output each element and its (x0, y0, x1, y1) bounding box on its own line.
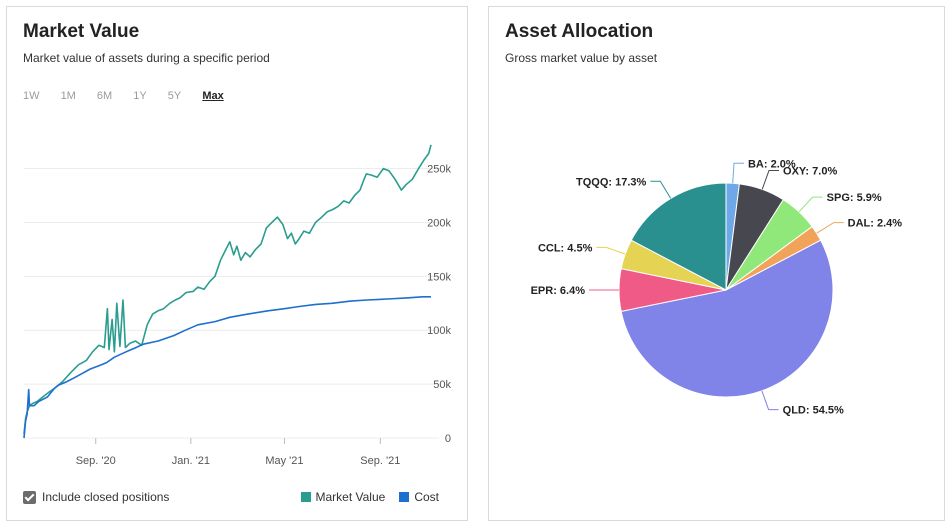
pie-label-tqqq: TQQQ: 17.3% (576, 176, 647, 188)
asset-allocation-subtitle: Gross market value by asset (505, 51, 658, 65)
y-tick-label: 100k (427, 325, 451, 337)
x-axis: Sep. '20 Jan. '21 May '21 Sep. '21 (76, 438, 400, 467)
range-1y[interactable]: 1Y (133, 90, 147, 102)
pie-label-ccl: CCL: 4.5% (538, 242, 593, 254)
asset-allocation-title: Asset Allocation (505, 21, 654, 42)
y-tick-label: 0 (445, 433, 451, 445)
pie-leader-qld (761, 390, 779, 411)
range-1w[interactable]: 1W (23, 90, 40, 102)
y-axis: 0 50k 100k 150k 200k 250k (427, 164, 451, 445)
asset-allocation-pie: BA: 2.0%OXY: 7.0% SPG: 5.9% DAL: 2.4% QLD: … (531, 158, 903, 416)
pie-label-epr: EPR: 6.4% (531, 285, 586, 297)
pie-labels: BA: 2.0%OXY: 7.0% SPG: 5.9% DAL: 2.4% QLD: … (531, 158, 903, 416)
legend: Market Value Cost (287, 490, 439, 504)
market-value-chart: 0 50k 100k 150k 200k 250k Sep. '20 Jan. '21 May… (23, 144, 451, 467)
series-lines (23, 144, 432, 439)
range-max[interactable]: Max (202, 90, 224, 102)
pie-slice-qld[interactable] (620, 239, 834, 398)
legend-label-market-value: Market Value (315, 490, 386, 504)
range-6m[interactable]: 6M (96, 90, 113, 102)
pie-label-spg: SPG: 5.9% (827, 192, 882, 204)
y-tick-label: 50k (433, 379, 451, 391)
x-tick-label: Jan. '21 (172, 455, 210, 467)
market-value-subtitle: Market value of assets during a specific… (23, 51, 270, 65)
series-line-market-value[interactable] (23, 144, 432, 434)
include-closed-toggle[interactable]: Include closed positions (23, 490, 169, 504)
pie-leader-oxy (761, 170, 779, 190)
legend-item-cost[interactable]: Cost (399, 490, 439, 504)
market-value-title: Market Value (23, 21, 140, 42)
pie-label-dal: DAL: 2.4% (848, 218, 903, 230)
pie-label-qld: QLD: 54.5% (783, 405, 844, 417)
pie-leader-dal (816, 222, 844, 234)
pie-label-ba: BA: 2.0% (748, 158, 796, 170)
y-tick-label: 250k (427, 164, 451, 176)
include-closed-label: Include closed positions (42, 490, 170, 504)
range-1m[interactable]: 1M (60, 90, 76, 102)
asset-allocation-card: Asset Allocation Gross market value by a… (488, 6, 945, 521)
legend-label-cost: Cost (414, 490, 439, 504)
pie-leader-ccl (596, 246, 626, 255)
x-tick-label: Sep. '21 (360, 455, 400, 467)
include-closed-checkbox[interactable] (23, 490, 36, 504)
legend-item-market-value[interactable]: Market Value (300, 490, 386, 504)
y-tick-label: 150k (427, 271, 451, 283)
pie-leader-tqqq (650, 180, 672, 199)
legend-swatch-market-value (300, 492, 311, 502)
range-selector: 1W 1M 6M 1Y 5Y Max (23, 90, 242, 102)
pie-leader-spg (798, 196, 823, 213)
range-5y[interactable]: 5Y (167, 90, 182, 102)
pie-label-oxy: OXY: 7.0% (783, 166, 837, 178)
x-tick-label: Sep. '20 (76, 455, 116, 467)
x-tick-label: May '21 (265, 455, 303, 467)
y-tick-label: 200k (427, 217, 451, 229)
pie-slices (618, 182, 834, 398)
pie-leader-ba (732, 162, 744, 184)
legend-swatch-cost (399, 492, 410, 502)
series-line-cost[interactable] (23, 295, 431, 439)
grid-lines (24, 168, 439, 439)
market-value-card: Market Value Market value of assets duri… (6, 6, 468, 521)
